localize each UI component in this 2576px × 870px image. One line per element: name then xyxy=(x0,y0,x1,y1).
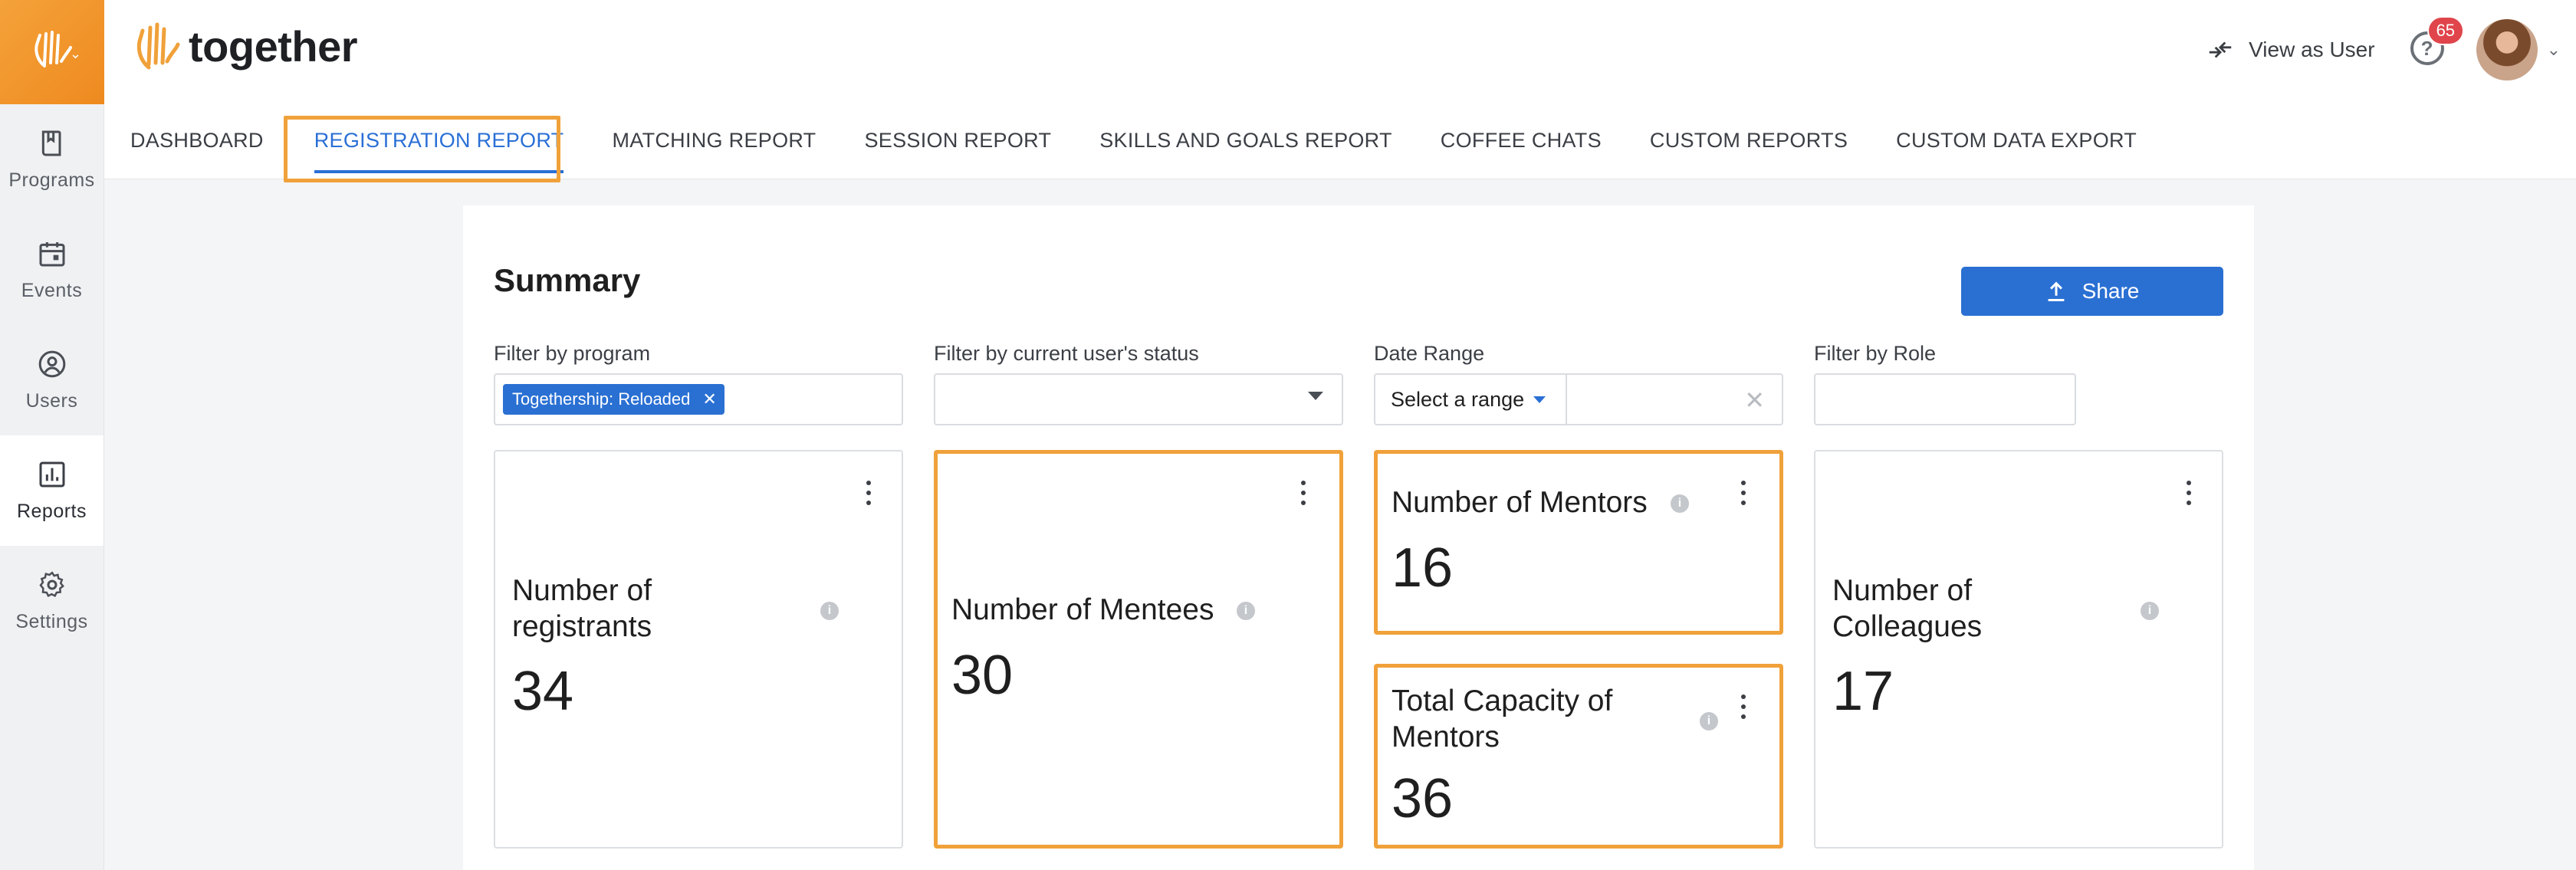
status-filter-select[interactable] xyxy=(934,373,1343,425)
notification-badge: 65 xyxy=(2426,16,2465,45)
view-as-user-button[interactable]: View as User xyxy=(2206,35,2375,64)
card-title: Total Capacity of Mentors xyxy=(1392,685,1613,753)
card-value: 36 xyxy=(1392,768,1454,829)
card-title: Number of Mentors xyxy=(1392,486,1648,519)
card-title: Number of Colleagues xyxy=(1832,574,1983,643)
rail-item-reports[interactable]: Reports xyxy=(0,435,104,546)
tab-session-report[interactable]: SESSION REPORT xyxy=(864,129,1052,152)
gear-icon xyxy=(38,570,64,597)
program-filter-input[interactable]: Togethership: Reloaded ✕ xyxy=(494,373,903,425)
card-title: Number of registrants xyxy=(512,574,652,643)
tab-custom-reports[interactable]: CUSTOM REPORTS xyxy=(1649,129,1848,152)
calendar-icon xyxy=(39,241,64,266)
left-rail: ⌄ Programs Events Users Reports Settings xyxy=(0,0,104,870)
rail-item-programs[interactable]: Programs xyxy=(0,104,104,215)
info-icon[interactable]: i xyxy=(1237,602,1255,620)
user-circle-icon xyxy=(38,350,65,377)
info-icon[interactable]: i xyxy=(2141,602,2159,620)
program-chip: Togethership: Reloaded ✕ xyxy=(503,384,724,415)
header-actions: View as User ? 65 ⌄ xyxy=(2206,15,2561,84)
remove-chip-icon[interactable]: ✕ xyxy=(702,389,717,409)
rail-item-label: Programs xyxy=(8,169,95,191)
filter-role-label: Filter by Role xyxy=(1814,342,1937,365)
more-vertical-icon[interactable] xyxy=(1732,693,1755,721)
rail-item-label: Events xyxy=(21,279,83,301)
clear-icon[interactable]: ✕ xyxy=(1744,386,1765,414)
rail-item-label: Users xyxy=(25,389,78,412)
role-filter-input[interactable] xyxy=(1814,373,2076,425)
caret-down-icon xyxy=(1533,396,1546,403)
date-range-field: Select a range ✕ xyxy=(1374,373,1783,425)
report-tabs: DASHBOARD REGISTRATION REPORT MATCHING R… xyxy=(104,103,2576,179)
rail-item-label: Settings xyxy=(15,610,88,632)
card-title: Number of Mentees xyxy=(951,593,1214,626)
date-range-select-label: Select a range xyxy=(1391,387,1525,411)
more-vertical-icon[interactable] xyxy=(1292,479,1315,507)
more-vertical-icon[interactable] xyxy=(857,479,880,507)
total-capacity-card: Total Capacity of Mentors i 36 xyxy=(1374,664,1783,849)
tab-matching-report[interactable]: MATCHING REPORT xyxy=(612,129,816,152)
book-icon xyxy=(41,130,61,156)
app-switcher[interactable]: ⌄ xyxy=(0,0,104,104)
card-value: 16 xyxy=(1392,537,1454,599)
mentors-card: Number of Mentors i 16 xyxy=(1374,450,1783,635)
more-vertical-icon[interactable] xyxy=(2177,479,2200,507)
filter-program-label: Filter by program xyxy=(494,342,651,365)
page-title: Summary xyxy=(494,262,641,298)
tab-skills-and-goals-report[interactable]: SKILLS AND GOALS REPORT xyxy=(1099,129,1392,152)
share-label: Share xyxy=(2082,279,2140,303)
date-range-select[interactable]: Select a range xyxy=(1375,375,1567,424)
mentees-card: Number of Mentees i 30 xyxy=(934,450,1343,849)
waving-hand-icon xyxy=(136,22,180,70)
bar-chart-icon xyxy=(39,461,64,487)
tab-coffee-chats[interactable]: COFFEE CHATS xyxy=(1440,129,1602,152)
registrants-card: Number of registrants i 34 xyxy=(494,450,903,849)
brand-name: together xyxy=(189,21,358,71)
card-value: 30 xyxy=(951,645,1014,706)
rail-item-settings[interactable]: Settings xyxy=(0,546,104,656)
card-value: 34 xyxy=(512,661,574,722)
top-bar: together View as User ? 65 ⌄ xyxy=(104,0,2576,103)
more-vertical-icon[interactable] xyxy=(1732,479,1755,507)
share-button[interactable]: Share xyxy=(1961,267,2223,316)
tab-dashboard[interactable]: DASHBOARD xyxy=(130,129,264,152)
upload-icon xyxy=(2048,281,2065,302)
brand-logo[interactable]: together xyxy=(135,18,358,74)
card-value: 17 xyxy=(1832,661,1894,722)
summary-panel: Summary Share Filter by program Together… xyxy=(463,205,2254,870)
help-button[interactable]: ? 65 xyxy=(2410,16,2465,68)
caret-down-icon xyxy=(1308,392,1323,400)
info-icon[interactable]: i xyxy=(1700,712,1718,730)
info-icon[interactable]: i xyxy=(820,602,839,620)
waving-hand-icon xyxy=(34,31,72,67)
rail-item-label: Reports xyxy=(16,500,87,522)
tab-registration-report[interactable]: REGISTRATION REPORT xyxy=(314,103,564,179)
program-chip-label: Togethership: Reloaded xyxy=(512,389,691,409)
view-as-user-label: View as User xyxy=(2249,38,2375,61)
rail-item-users[interactable]: Users xyxy=(0,325,104,435)
avatar[interactable] xyxy=(2476,19,2538,80)
info-icon[interactable]: i xyxy=(1671,494,1689,513)
colleagues-card: Number of Colleagues i 17 xyxy=(1814,450,2223,849)
switch-arrows-icon xyxy=(2209,41,2232,58)
tab-custom-data-export[interactable]: CUSTOM DATA EXPORT xyxy=(1896,129,2137,152)
rail-item-events[interactable]: Events xyxy=(0,215,104,325)
date-range-label: Date Range xyxy=(1374,342,1485,365)
chevron-down-icon[interactable]: ⌄ xyxy=(2546,40,2561,59)
chevron-down-icon: ⌄ xyxy=(69,46,81,61)
filter-status-label: Filter by current user's status xyxy=(934,342,1199,365)
